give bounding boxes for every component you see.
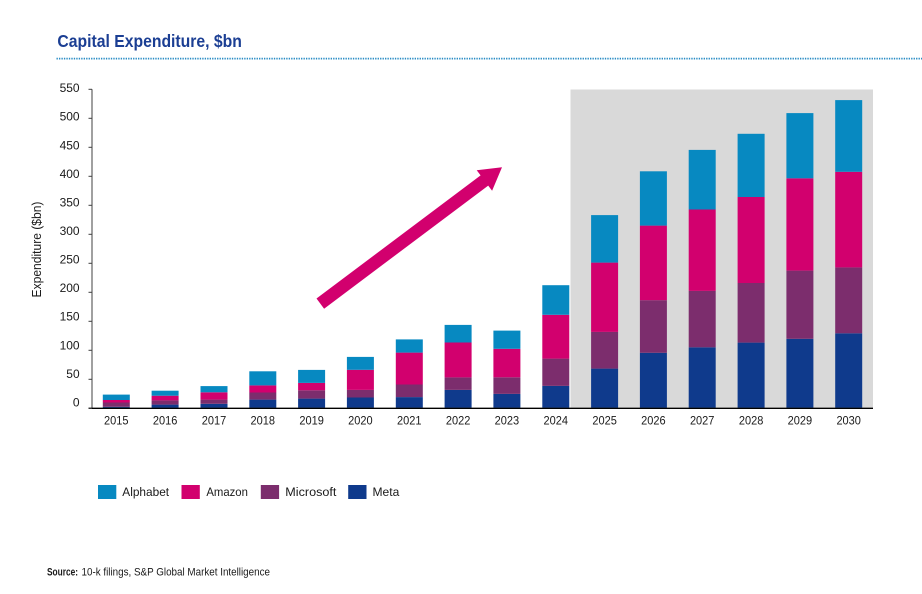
svg-text:Alphabet: Alphabet	[122, 485, 169, 499]
svg-text:2025: 2025	[592, 414, 617, 428]
svg-text:2023: 2023	[495, 414, 520, 428]
svg-text:2024: 2024	[544, 414, 569, 428]
svg-text:2022: 2022	[446, 414, 471, 428]
svg-text:450: 450	[60, 138, 80, 152]
svg-text:2029: 2029	[788, 414, 813, 428]
svg-text:2026: 2026	[641, 414, 666, 428]
svg-text:400: 400	[60, 167, 80, 181]
svg-text:0: 0	[73, 395, 80, 409]
svg-text:Amazon: Amazon	[206, 485, 248, 499]
svg-text:Microsoft: Microsoft	[285, 485, 337, 499]
svg-text:Capital Expenditure, $bn: Capital Expenditure, $bn	[57, 31, 242, 51]
svg-text:50: 50	[66, 367, 80, 381]
svg-text:350: 350	[60, 195, 80, 209]
svg-text:Source:: Source:	[47, 567, 78, 579]
svg-text:2027: 2027	[690, 414, 715, 428]
svg-text:2019: 2019	[299, 414, 324, 428]
svg-text:10-k filings, S&P Global Marke: 10-k filings, S&P Global Market Intellig…	[82, 567, 271, 579]
svg-text:2016: 2016	[153, 414, 178, 428]
svg-text:2021: 2021	[397, 414, 422, 428]
svg-text:500: 500	[60, 110, 80, 124]
svg-text:Meta: Meta	[373, 485, 400, 499]
svg-text:2017: 2017	[202, 414, 227, 428]
svg-text:300: 300	[60, 224, 80, 238]
svg-text:2015: 2015	[104, 414, 129, 428]
svg-text:2030: 2030	[836, 414, 861, 428]
svg-text:550: 550	[60, 81, 80, 95]
svg-text:200: 200	[60, 281, 80, 295]
svg-text:Expenditure ($bn): Expenditure ($bn)	[30, 202, 44, 298]
svg-text:2018: 2018	[251, 414, 276, 428]
svg-text:250: 250	[60, 253, 80, 267]
svg-text:2028: 2028	[739, 414, 764, 428]
svg-text:100: 100	[60, 338, 80, 352]
svg-text:2020: 2020	[348, 414, 373, 428]
svg-text:150: 150	[60, 310, 80, 324]
